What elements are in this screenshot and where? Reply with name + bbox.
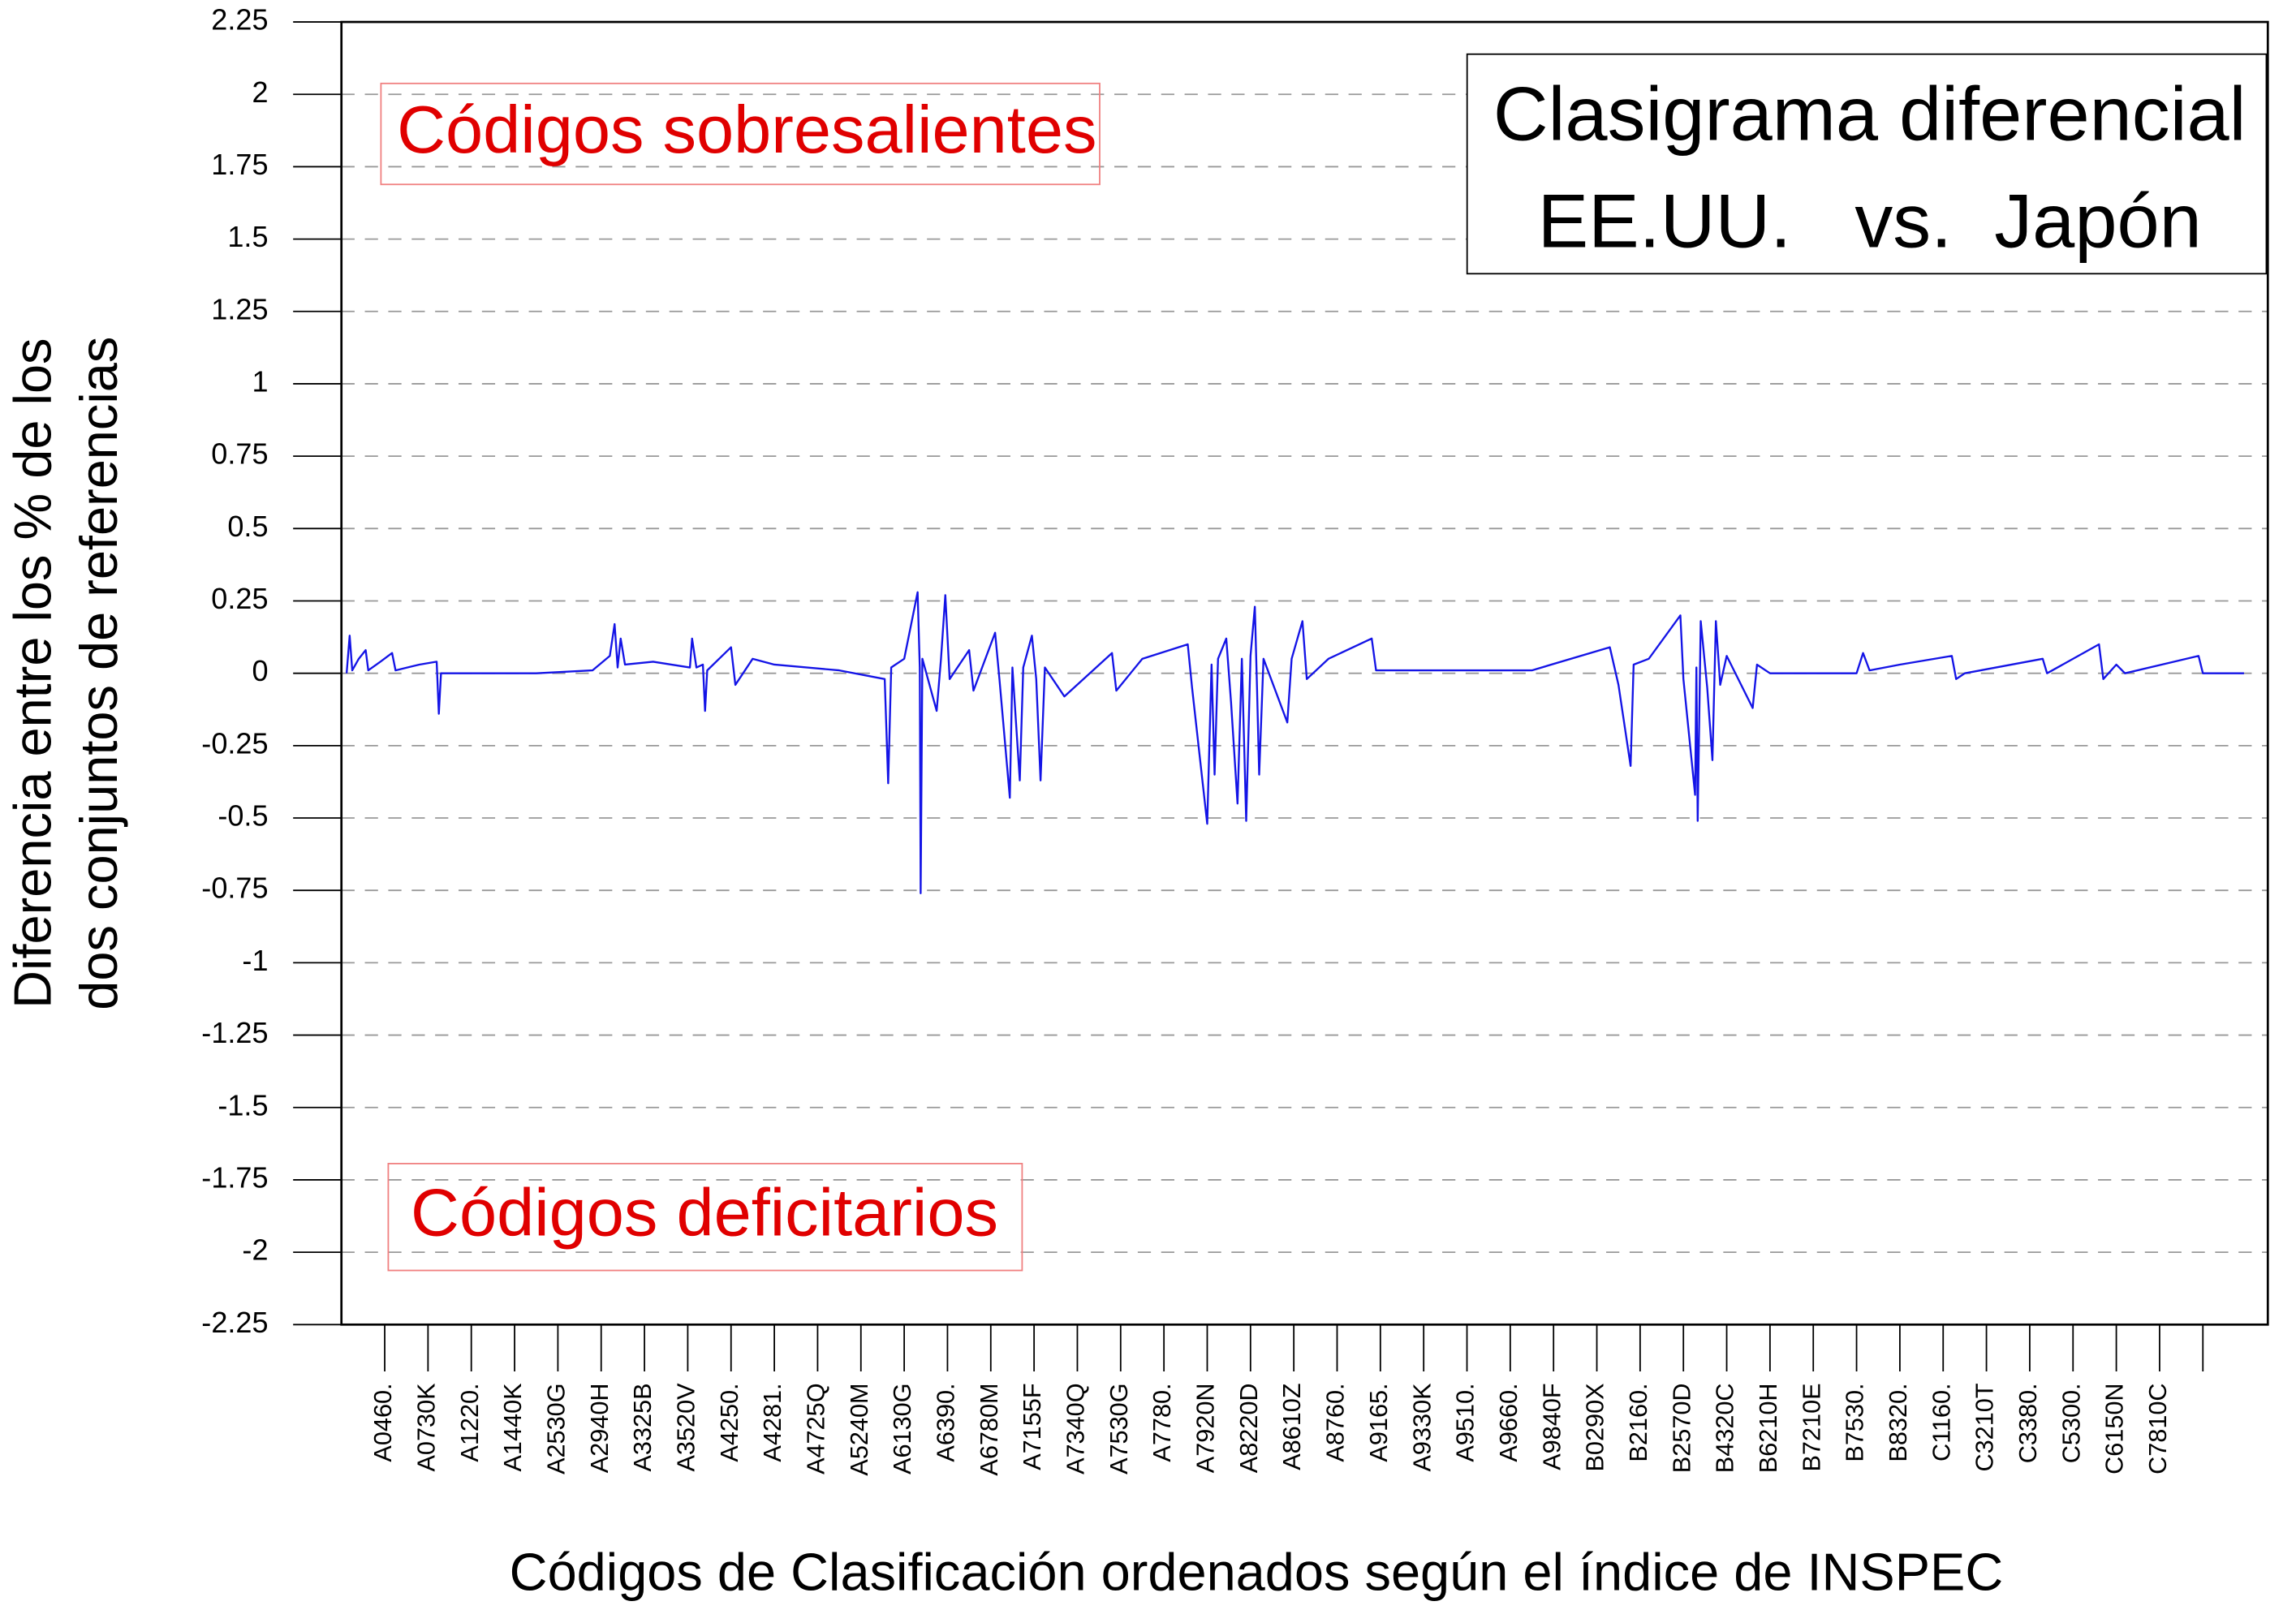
data-line: [345, 591, 2244, 894]
x-tick-label: A8610Z: [1278, 1383, 1306, 1470]
x-tick-label: A4281.: [759, 1383, 786, 1461]
annotation-box: [380, 82, 1101, 186]
x-tick-label: A0730K: [412, 1383, 440, 1472]
y-tick-label: 1.75: [211, 148, 268, 181]
x-tick-label: B7210E: [1798, 1383, 1825, 1471]
chart-title: Clasigrama diferencial: [1493, 71, 2246, 157]
y-tick-label: 1: [252, 364, 268, 398]
y-tick-label: -1.5: [218, 1088, 268, 1121]
annotation: Códigos deficitarios: [411, 1175, 998, 1251]
y-tick-label: 0: [252, 654, 268, 687]
title-box: [1466, 53, 2268, 275]
x-tick-label: A6780M: [976, 1383, 1003, 1475]
x-tick-label: A2530G: [542, 1383, 570, 1474]
x-tick-label: A2940H: [586, 1383, 614, 1473]
y-tick-label: 0.75: [211, 437, 268, 471]
x-tick-label: A8760.: [1322, 1383, 1350, 1461]
x-tick-label: A9840F: [1538, 1383, 1566, 1470]
y-tick-label: -0.75: [201, 872, 268, 905]
y-tick-label: 0.25: [211, 582, 268, 615]
x-tick-label: C7810C: [2144, 1383, 2172, 1474]
x-tick-label: A9510.: [1452, 1383, 1480, 1461]
y-tick-label: -1.75: [201, 1160, 268, 1194]
x-tick-label: B8320.: [1885, 1383, 1912, 1461]
x-tick-label: A3325B: [629, 1383, 657, 1471]
x-tick-label: C5300.: [2057, 1383, 2085, 1463]
x-tick-label: C1160.: [1928, 1383, 1955, 1461]
y-tick-label: 2.25: [211, 3, 268, 37]
x-axis-label: Códigos de Clasificación ordenados según…: [510, 1543, 2004, 1602]
x-tick-label: A4250.: [716, 1383, 743, 1461]
y-tick-label: -2: [242, 1233, 268, 1267]
x-tick-label: A7920N: [1192, 1383, 1220, 1473]
x-tick-label: C3380.: [2014, 1383, 2042, 1463]
x-tick-label: A1220.: [456, 1383, 484, 1461]
x-tick-label: C6150N: [2101, 1383, 2129, 1474]
x-tick-label: A7530G: [1105, 1383, 1133, 1474]
y-axis-label: dos conjuntos de referencias: [69, 337, 128, 1010]
grid: [341, 93, 2268, 1254]
x-tick-label: C3210T: [1971, 1383, 1999, 1471]
x-tick-label: B0290X: [1582, 1383, 1609, 1471]
x-tick-label: B7530.: [1842, 1383, 1869, 1461]
x-tick-label: A3520V: [673, 1383, 700, 1472]
x-tick-label: B2570D: [1668, 1383, 1695, 1473]
x-tick-label: A6130G: [889, 1383, 916, 1474]
y-tick-label: 1.5: [227, 220, 268, 253]
y-tick-label: -1: [242, 944, 268, 977]
x-tick-label: A9660.: [1495, 1383, 1523, 1461]
x-tick-label: A9165.: [1365, 1383, 1393, 1461]
y-tick-label: 2: [252, 75, 268, 109]
x-tick-label: A5240M: [846, 1383, 873, 1475]
x-tick-label: A7155F: [1019, 1383, 1046, 1470]
plot: [345, 591, 2244, 894]
y-tick-label: -0.5: [218, 799, 268, 833]
annotation-box: [387, 1162, 1023, 1272]
y-tick-label: -0.25: [201, 726, 268, 760]
y-axis-label: Diferencia entre los % de los: [3, 338, 62, 1008]
x-tick-label: B6210H: [1755, 1383, 1782, 1473]
y-tick-label: -1.25: [201, 1016, 268, 1049]
x-tick-label: A6390.: [933, 1383, 960, 1461]
y-tick-label: -2.25: [201, 1306, 268, 1339]
annotation: Códigos sobresalientes: [397, 92, 1096, 167]
x-tick-label: A8220D: [1235, 1383, 1263, 1473]
x-tick-label: A9330K: [1408, 1383, 1436, 1472]
x-tick-label: B2160.: [1625, 1383, 1652, 1461]
x-tick-label: A1440K: [499, 1383, 527, 1472]
x-tick-label: B4320C: [1712, 1383, 1739, 1473]
y-tick-label: 0.5: [227, 510, 268, 543]
x-tick-label: A7780.: [1148, 1383, 1176, 1461]
x-tick-label: A4725Q: [803, 1383, 830, 1474]
axes: 2.25 2 1.75 1.5 1.25 1 0.75 0.5 0.25 0 -0.25 -0.5 -0…: [201, 3, 2204, 1476]
y-tick-label: 1.25: [211, 292, 268, 325]
x-tick-label: A0460.: [369, 1383, 397, 1461]
chart-title: EE.UU. vs. Japón: [1538, 178, 2202, 263]
x-tick-label: A7340Q: [1062, 1383, 1090, 1474]
